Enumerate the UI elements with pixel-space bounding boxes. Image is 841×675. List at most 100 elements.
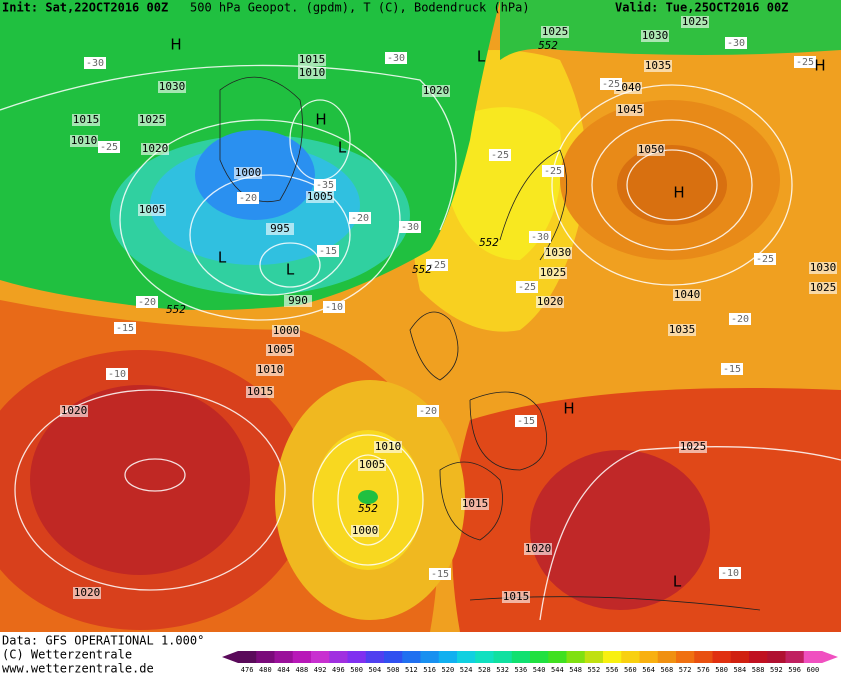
temperature-label-box bbox=[719, 567, 741, 579]
isobar-label: 1015 bbox=[299, 53, 326, 66]
height-label: 552 bbox=[412, 263, 432, 276]
colorbar-swatch bbox=[493, 651, 513, 663]
colorbar-label: 476 bbox=[241, 666, 254, 674]
isobar-label: 1020 bbox=[423, 84, 450, 97]
temperature-label: -20 bbox=[239, 193, 257, 204]
colorbar-label: 540 bbox=[533, 666, 546, 674]
isobar-label-box bbox=[298, 67, 326, 79]
isobar-label-box bbox=[70, 135, 98, 147]
height-label: 552 bbox=[538, 39, 558, 52]
pressure-center: L bbox=[477, 48, 486, 66]
colorbar-label: 580 bbox=[715, 666, 728, 674]
isobar-label-box bbox=[72, 114, 100, 126]
temperature-label-box bbox=[323, 301, 345, 313]
temperature-label-box bbox=[314, 179, 336, 191]
colorbar-label: 560 bbox=[624, 666, 637, 674]
copyright: (C) Wetterzentrale bbox=[2, 648, 132, 662]
temperature-label: -20 bbox=[351, 213, 369, 224]
isobar-label-box bbox=[60, 405, 88, 417]
temperature-label-box bbox=[542, 165, 564, 177]
colorbar-label: 524 bbox=[460, 666, 473, 674]
colorbar-swatch bbox=[475, 651, 494, 663]
temperature-label-box bbox=[98, 141, 120, 153]
temperature-label-box bbox=[106, 368, 128, 380]
height-label: 552 bbox=[479, 236, 499, 249]
colorbar-swatch bbox=[767, 651, 786, 663]
colorbar-label: 552 bbox=[588, 666, 601, 674]
colorbar-swatch bbox=[785, 651, 805, 663]
temperature-label: -25 bbox=[428, 260, 446, 271]
colorbar-swatch bbox=[402, 651, 421, 663]
temperature-label: -25 bbox=[544, 166, 562, 177]
colorbar-swatch bbox=[621, 651, 640, 663]
colorbar-swatch bbox=[657, 651, 677, 663]
colorbar-label: 596 bbox=[788, 666, 801, 674]
colorbar-swatch bbox=[384, 651, 403, 663]
pressure-center: L bbox=[338, 139, 347, 157]
colorbar-swatch bbox=[457, 651, 476, 663]
temperature-label-box bbox=[794, 56, 816, 68]
isobar-label: 1010 bbox=[375, 440, 402, 453]
isobar-label: 1000 bbox=[235, 166, 262, 179]
isobar-label: 1030 bbox=[642, 29, 669, 42]
colorbar-swatch bbox=[365, 651, 385, 663]
isobar-label-box bbox=[351, 525, 379, 537]
temperature-label: -25 bbox=[756, 254, 774, 265]
temperature-label: -30 bbox=[531, 232, 549, 243]
colorbar-swatch bbox=[584, 651, 604, 663]
temperature-label-box bbox=[114, 322, 136, 334]
isobar-label: 1020 bbox=[525, 542, 552, 555]
isobar-label: 995 bbox=[270, 222, 290, 235]
isobar-label-box bbox=[809, 282, 837, 294]
isobar-label-box bbox=[673, 289, 701, 301]
isobar-label: 1005 bbox=[267, 343, 294, 356]
temperature-label-box bbox=[136, 296, 158, 308]
temperature-label-box bbox=[399, 221, 421, 233]
colorbar-label: 488 bbox=[296, 666, 309, 674]
isobar-label-box bbox=[158, 81, 186, 93]
isobar-label: 1020 bbox=[74, 586, 101, 599]
pressure-center: H bbox=[563, 400, 574, 418]
colorbar-swatch bbox=[311, 651, 330, 663]
isobar-label-box bbox=[541, 26, 569, 38]
colorbar-swatch bbox=[566, 651, 586, 663]
temperature-label: -10 bbox=[325, 302, 343, 313]
colorbar-label: 508 bbox=[387, 666, 400, 674]
isobar-label-box bbox=[637, 144, 665, 156]
temperature-label-box bbox=[600, 78, 622, 90]
colorbar-label: 568 bbox=[661, 666, 674, 674]
pressure-center: L bbox=[218, 249, 227, 267]
temperature-label-box bbox=[84, 57, 106, 69]
colorbar-swatch bbox=[274, 651, 294, 663]
pressure-center: H bbox=[814, 57, 825, 75]
isobar-label: 1025 bbox=[540, 266, 567, 279]
colorbar-swatch bbox=[694, 651, 713, 663]
isobar-label: 1045 bbox=[617, 103, 644, 116]
colorbar-label: 520 bbox=[442, 666, 455, 674]
temperature-label: -20 bbox=[731, 314, 749, 325]
colorbar-label: 556 bbox=[606, 666, 619, 674]
temperature-label: -30 bbox=[387, 53, 405, 64]
isobar-label-box bbox=[138, 204, 166, 216]
colorbar-swatch bbox=[730, 651, 750, 663]
isobar-label: 1005 bbox=[307, 190, 334, 203]
colorbar-label: 512 bbox=[405, 666, 418, 674]
pressure-center: H bbox=[170, 36, 181, 54]
temperature-label: -25 bbox=[100, 142, 118, 153]
colorbar-swatch bbox=[712, 651, 732, 663]
temperature-label-box bbox=[529, 231, 551, 243]
isobar-label: 1035 bbox=[669, 323, 696, 336]
isobar-label-box bbox=[256, 364, 284, 376]
temperature-label-box bbox=[489, 149, 511, 161]
colorbar-swatch bbox=[347, 651, 367, 663]
isobar-label: 1025 bbox=[682, 15, 709, 28]
colorbar-label: 496 bbox=[332, 666, 345, 674]
colorbar-swatch bbox=[749, 651, 768, 663]
temperature-label: -15 bbox=[723, 364, 741, 375]
isobar-label: 1015 bbox=[247, 385, 274, 398]
pressure-center: H bbox=[673, 184, 684, 202]
temperature-label-box bbox=[721, 363, 743, 375]
isobar-label: 1035 bbox=[645, 59, 672, 72]
isobar-label-box bbox=[644, 60, 672, 72]
